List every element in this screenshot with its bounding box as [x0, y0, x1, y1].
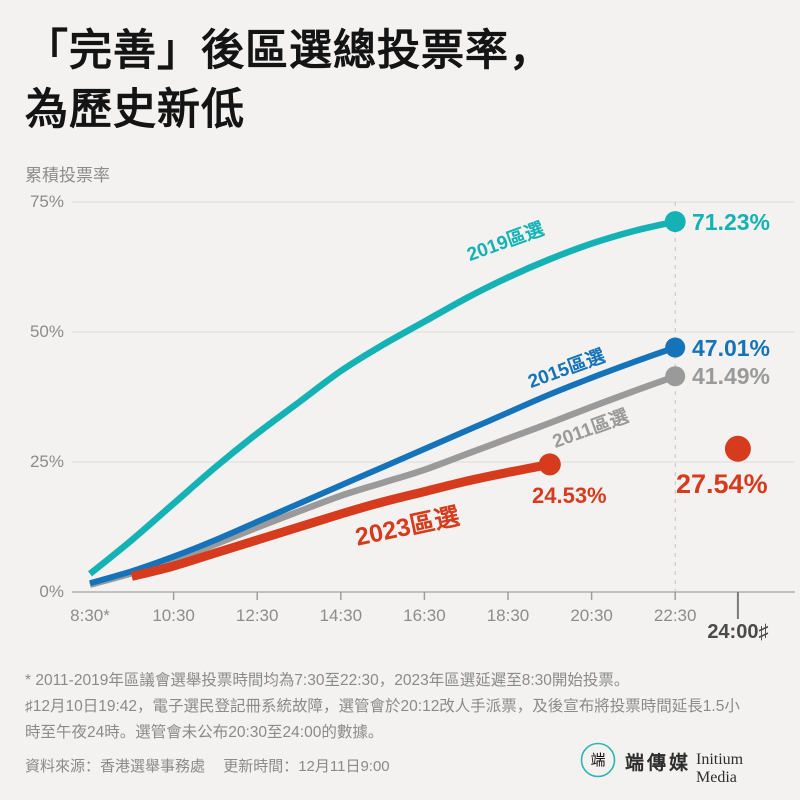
initium-logo-en: Initium Media [696, 751, 744, 786]
footnote-line-2: ♯12月10日19:42，電子選民登記冊系統故障，選管會於20:12改人手派票，… [25, 698, 740, 715]
end-dot-2023區選 [538, 453, 561, 476]
page-title-line1: 「完善」後區選總投票率， [25, 27, 553, 75]
line-2015區選 [89, 344, 677, 587]
initium-logo-mark-icon: 端 [580, 742, 616, 778]
line-2019區選 [87, 218, 676, 577]
initium-logo-zh: 端傳媒 [625, 753, 692, 774]
line-2023區選 [130, 459, 551, 581]
initium-logo-glyph: 端 [590, 752, 605, 769]
footnotes: * 2011-2019年區議會選舉投票時間均為7:30至22:30，2023年區… [25, 668, 785, 746]
update-time: 更新時間：12月11日9:00 [223, 758, 390, 775]
page-title: 「完善」後區選總投票率， 為歷史新低 [25, 22, 553, 140]
initium-logo: 端 端傳媒 Initium Media [579, 740, 779, 786]
page-title-line2: 為歷史新低 [25, 86, 245, 134]
footnote-line-1: * 2011-2019年區議會選舉投票時間均為7:30至22:30，2023年區… [25, 672, 630, 689]
data-source: 資料來源：香港選舉事務處 [25, 758, 206, 775]
end-dot-2011區選 [665, 366, 686, 387]
y-axis-caption: 累積投票率 [25, 166, 110, 185]
end-dot-2019區選 [664, 211, 686, 233]
footnote-line-3: 時至午夜24時。選管會未公布20:30至24:00的數據。 [25, 724, 384, 741]
source-line: 資料來源：香港選舉事務處 更新時間：12月11日9:00 [25, 755, 390, 776]
end-dot-2015區選 [665, 337, 686, 358]
isolated-dot-2400 [724, 435, 751, 462]
line-2011區選 [89, 373, 677, 588]
